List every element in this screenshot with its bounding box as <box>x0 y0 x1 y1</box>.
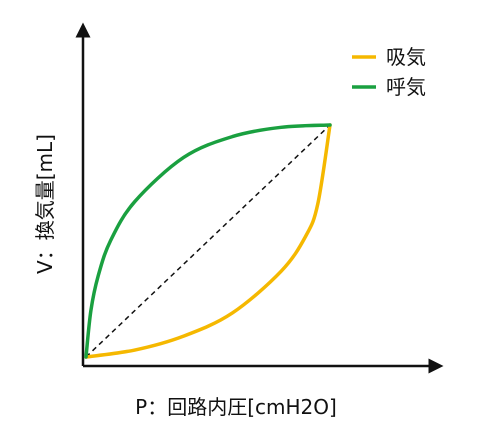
legend-label-expiration: 呼気 <box>386 75 426 99</box>
x-axis-label: P：回路内圧[cmH2O] <box>135 395 337 419</box>
reference-dashed-line <box>85 124 331 358</box>
series-line-expiration <box>84 123 332 359</box>
plot-area <box>84 123 332 359</box>
series-line-inspiration <box>84 123 332 359</box>
y-axis-label: V：換気量[mL] <box>33 134 57 274</box>
legend-label-inspiration: 吸気 <box>386 45 426 69</box>
